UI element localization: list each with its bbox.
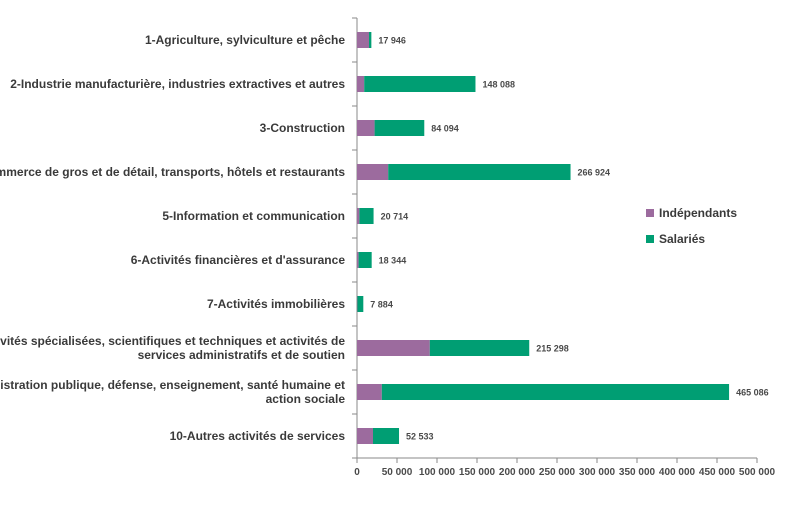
x-tick-label: 350 000	[619, 467, 656, 478]
category-label: 2-Industrie manufacturière, industries e…	[10, 77, 345, 91]
legend: Indépendants Salariés	[646, 206, 737, 246]
bar-total-label: 17 946	[378, 36, 406, 46]
x-tick-label: 450 000	[699, 467, 736, 478]
bar-segment-salaries	[382, 384, 729, 400]
category-label: 3-Construction	[260, 121, 345, 135]
category-label: services administratifs et de soutien	[138, 348, 345, 362]
bar-segment-independants	[357, 164, 388, 180]
x-tick-label: 50 000	[382, 467, 413, 478]
bar-segment-independants	[357, 340, 430, 356]
category-label: 8-Activités spécialisées, scientifiques …	[0, 334, 345, 348]
bar-segment-independants	[357, 428, 373, 444]
bar-total-label: 52 533	[406, 432, 434, 442]
bar-total-label: 148 088	[482, 80, 515, 90]
bar-segment-salaries	[369, 32, 371, 48]
bar-segment-salaries	[375, 120, 425, 136]
bar-segment-independants	[357, 76, 364, 92]
x-tick-label: 250 000	[539, 467, 576, 478]
x-tick-label: 300 000	[579, 467, 616, 478]
x-tick-label: 150 000	[459, 467, 496, 478]
bar-segment-independants	[357, 120, 375, 136]
category-label: 7-Activités immobilières	[207, 297, 345, 311]
x-tick-label: 100 000	[419, 467, 456, 478]
category-label: 1-Agriculture, sylviculture et pêche	[145, 33, 345, 47]
legend-swatch	[646, 235, 654, 243]
category-label: 10-Autres activités de services	[170, 429, 346, 443]
bar-total-label: 215 298	[536, 344, 569, 354]
legend-swatch	[646, 209, 654, 217]
bar-segment-salaries	[364, 76, 475, 92]
bar-segment-independants	[357, 252, 359, 268]
bar-segment-salaries	[373, 428, 399, 444]
bar-segment-salaries	[359, 208, 373, 224]
x-tick-label: 200 000	[499, 467, 536, 478]
bar-segment-salaries	[359, 252, 372, 268]
category-label: 9-Administration publique, défense, ense…	[0, 378, 345, 392]
bar-total-label: 84 094	[431, 124, 459, 134]
bar-segment-salaries	[430, 340, 529, 356]
category-label: 5-Information et communication	[162, 209, 345, 223]
bar-total-label: 18 344	[379, 256, 407, 266]
category-label: 6-Activités financières et d'assurance	[131, 253, 346, 267]
bar-total-label: 20 714	[381, 212, 409, 222]
bar-total-label: 266 924	[578, 168, 611, 178]
category-label: action sociale	[266, 392, 346, 406]
x-tick-label: 400 000	[659, 467, 696, 478]
x-tick-label: 0	[354, 467, 360, 478]
legend-label: Salariés	[659, 232, 705, 246]
bar-segment-independants	[357, 32, 369, 48]
bar-total-label: 7 884	[370, 300, 393, 310]
bar-segment-independants	[357, 384, 382, 400]
bar-total-label: 465 086	[736, 388, 769, 398]
bar-segment-independants	[357, 208, 359, 224]
bar-segment-salaries	[388, 164, 570, 180]
category-label: 4-Commerce de gros et de détail, transpo…	[0, 165, 345, 179]
x-tick-label: 500 000	[739, 467, 776, 478]
legend-label: Indépendants	[659, 206, 737, 220]
bar-segment-salaries	[357, 296, 363, 312]
